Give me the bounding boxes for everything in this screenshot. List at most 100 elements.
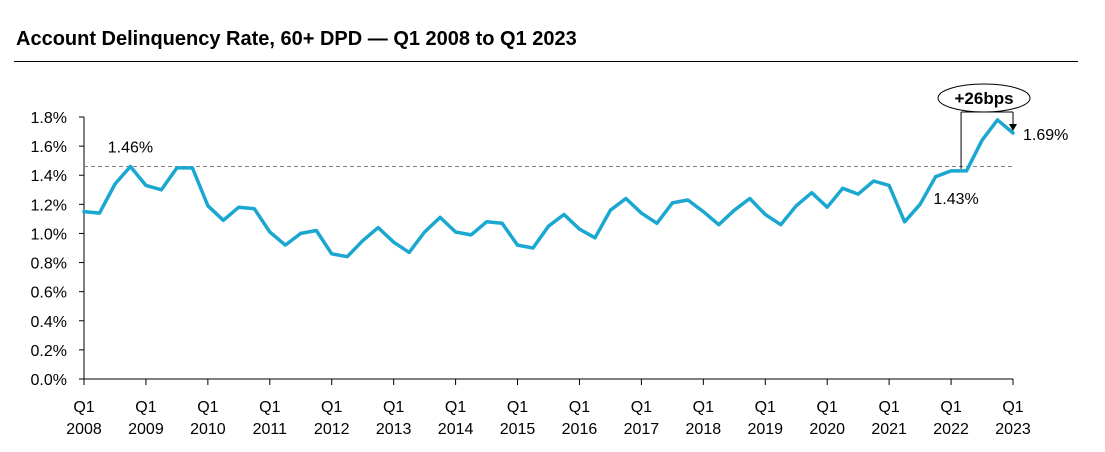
y-tick-label: 1.6%: [31, 139, 67, 156]
data-point: [903, 220, 906, 223]
data-point: [237, 206, 241, 209]
data-point: [655, 222, 659, 225]
data-point: [129, 165, 132, 168]
x-tick-label-year: 2020: [809, 421, 845, 438]
data-label: 1.69%: [1023, 127, 1068, 144]
x-tick-label-year: 2019: [747, 421, 783, 438]
x-tick-label-year: 2013: [376, 421, 412, 438]
series-layer: [82, 118, 1015, 259]
data-point: [315, 229, 318, 232]
data-point: [407, 251, 411, 254]
x-tick-label-year: 2016: [562, 421, 598, 438]
x-tick-label-quarter: Q1: [1002, 399, 1023, 416]
callout-arrow-head: [1009, 124, 1017, 132]
x-tick-label-quarter: Q1: [631, 399, 652, 416]
data-point: [810, 191, 813, 194]
x-axis: Q1 2008 Q1 2009 Q1 2010 Q1 2011 Q1 2012 Q1 2013 Q1 20…: [66, 378, 1031, 438]
x-tick-label-quarter: Q1: [445, 399, 466, 416]
y-tick-label: 1.4%: [31, 168, 67, 185]
x-tick-label-quarter: Q1: [693, 399, 714, 416]
data-point: [469, 233, 473, 237]
x-tick-label-quarter: Q1: [383, 399, 404, 416]
y-tick-label: 1.2%: [31, 197, 67, 214]
data-label: 1.43%: [933, 191, 978, 208]
data-point: [268, 230, 271, 234]
data-point: [764, 213, 767, 216]
x-tick-label-year: 2022: [933, 421, 969, 438]
data-point: [113, 182, 117, 186]
data-point: [454, 230, 457, 234]
data-point: [485, 220, 488, 223]
x-tick-label-quarter: Q1: [940, 399, 961, 416]
data-point: [253, 207, 256, 210]
data-point: [640, 211, 643, 215]
data-point: [376, 226, 380, 229]
data-point: [779, 223, 782, 226]
data-point: [175, 166, 179, 170]
data-point: [299, 232, 302, 235]
x-tick-label-year: 2015: [500, 421, 536, 438]
data-point: [346, 255, 349, 258]
data-point: [733, 208, 736, 212]
y-tick-label: 0.6%: [31, 285, 67, 302]
callout-layer: +26bps: [937, 83, 1031, 169]
x-tick-label-quarter: Q1: [73, 399, 94, 416]
series-line: [82, 118, 1015, 259]
title-rule: [14, 61, 1078, 62]
data-point: [686, 198, 690, 202]
y-tick-label: 1.0%: [31, 226, 67, 243]
x-tick-label-year: 2009: [128, 421, 164, 438]
data-point: [500, 222, 504, 225]
x-tick-label-quarter: Q1: [569, 399, 590, 416]
callout-bubble: [937, 83, 1031, 113]
y-tick-label: 1.8%: [31, 110, 67, 127]
x-tick-label-year: 2021: [871, 421, 907, 438]
data-point: [702, 210, 705, 213]
x-tick-label-year: 2018: [686, 421, 722, 438]
data-point: [1011, 131, 1015, 135]
data-point: [160, 188, 163, 191]
data-label-layer: 1.46% 1.43% 1.69%: [108, 127, 1069, 208]
data-point: [593, 236, 597, 240]
y-tick-label: 0.8%: [31, 256, 67, 273]
x-tick-label-quarter: Q1: [755, 399, 776, 416]
data-point: [671, 201, 674, 205]
data-point: [392, 240, 395, 244]
x-tick-label-year: 2012: [314, 421, 350, 438]
data-point: [330, 252, 333, 256]
data-point: [980, 139, 984, 142]
data-point: [934, 175, 937, 178]
callout-label: +26bps: [955, 89, 1014, 108]
data-point: [144, 184, 148, 187]
data-point: [438, 216, 442, 219]
x-tick-label-year: 2023: [995, 421, 1031, 438]
x-tick-label-quarter: Q1: [878, 399, 899, 416]
x-tick-label-year: 2010: [190, 421, 226, 438]
data-point: [856, 192, 860, 196]
data-point: [82, 210, 86, 213]
data-point: [748, 197, 751, 200]
x-tick-label-quarter: Q1: [507, 399, 528, 416]
x-tick-label-quarter: Q1: [135, 399, 156, 416]
x-tick-label-quarter: Q1: [817, 399, 838, 416]
data-label: 1.46%: [108, 139, 153, 156]
data-point: [872, 179, 875, 183]
data-point: [949, 169, 953, 173]
data-point: [887, 184, 891, 187]
data-point: [516, 243, 519, 247]
data-point: [547, 224, 550, 228]
data-point: [361, 239, 364, 242]
x-tick-label-year: 2014: [438, 421, 474, 438]
data-point: [965, 169, 968, 173]
y-tick-label: 0.4%: [31, 314, 67, 331]
data-point: [191, 166, 194, 170]
data-point: [624, 197, 628, 200]
data-point: [222, 219, 225, 222]
data-point: [578, 227, 581, 231]
data-point: [795, 204, 798, 207]
data-point: [609, 208, 612, 212]
data-point: [531, 246, 535, 250]
data-point: [918, 203, 922, 206]
x-tick-label-quarter: Q1: [321, 399, 342, 416]
